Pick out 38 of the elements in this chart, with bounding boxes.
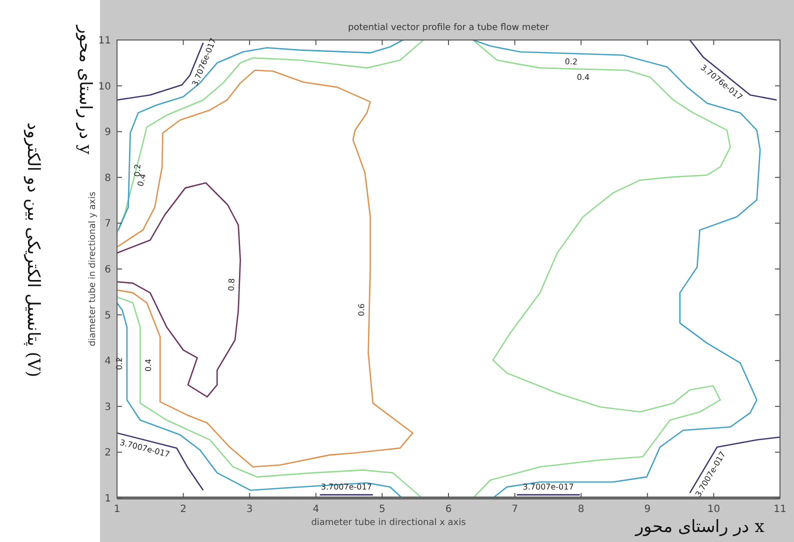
y-tick-label: 11: [98, 36, 111, 46]
series-label: 3.7007e-017: [320, 482, 372, 492]
y-tick-label: 2: [104, 448, 111, 459]
x-tick-label: 10: [707, 504, 720, 515]
x-tick-label: 7: [512, 504, 518, 515]
series-label: 0.4: [576, 72, 590, 82]
y-tick-label: 1: [104, 494, 111, 504]
y-tick-label: 3: [104, 402, 111, 413]
series-label: 0.2: [564, 57, 578, 67]
y-tick-label: 5: [104, 310, 111, 322]
line-series: [117, 432, 204, 491]
x-tick-label: 3: [246, 504, 253, 515]
y-tick-label: 7: [104, 218, 111, 230]
chart-title: potential vector profile for a tube flow meter: [348, 23, 550, 33]
y-tick-label: 8: [104, 172, 111, 184]
text: 0.4: [144, 358, 154, 372]
text: در راستای محور x: [634, 517, 765, 537]
x-tick-label: 8: [578, 504, 584, 515]
text: 0.8: [226, 278, 236, 292]
x-tick-label: 11: [774, 504, 786, 515]
text: 0.2: [114, 357, 124, 370]
x-tick-label: 9: [644, 504, 651, 515]
y-tick-label: 6: [104, 264, 111, 276]
x-axis-title: diameter tube in directional x axis: [311, 518, 466, 528]
x-tick-label: 2: [180, 504, 186, 515]
y-tick-label: 4: [104, 356, 111, 368]
y-tick-label: 9: [104, 127, 111, 138]
x-tick-label: 1: [114, 504, 120, 515]
x-tick-label: 6: [445, 504, 452, 515]
x-tick-label: 4: [312, 504, 320, 515]
text: 0.6: [356, 303, 366, 316]
series-label: 3.7007e-017: [522, 482, 574, 492]
text: پتانسیل الکتریکی بین دو الکترود (V): [23, 122, 43, 378]
x-tick-label: 5: [379, 504, 386, 515]
text: در راستای محور y: [75, 24, 95, 155]
y-axis-title: diameter tube in directional y axis: [88, 191, 98, 346]
line-series: [689, 39, 778, 101]
y-tick-label: 10: [98, 81, 111, 92]
